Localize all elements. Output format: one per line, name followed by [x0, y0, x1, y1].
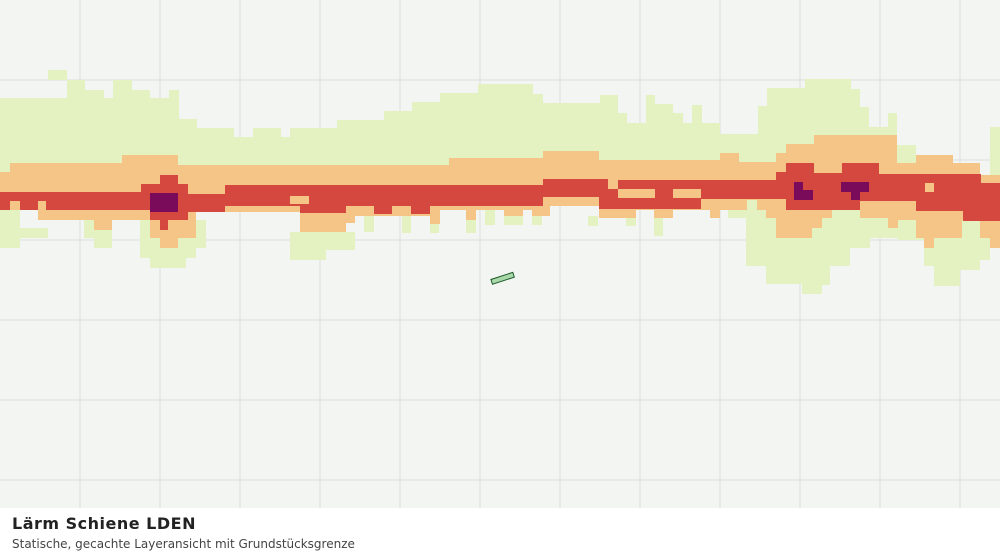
noise-zone-medium-islands: [290, 183, 934, 204]
noise-zone-very-high: [150, 182, 869, 212]
legend-footer: Lärm Schiene LDEN Statische, gecachte La…: [0, 508, 1000, 560]
map: [0, 0, 1000, 508]
layer-title: Lärm Schiene LDEN: [12, 514, 196, 533]
parcel-boundary: [490, 271, 515, 285]
noise-zone-high: [0, 163, 1000, 230]
noise-zone-low: [0, 70, 1000, 294]
layer-subtitle: Statische, gecachte Layeransicht mit Gru…: [12, 537, 355, 551]
